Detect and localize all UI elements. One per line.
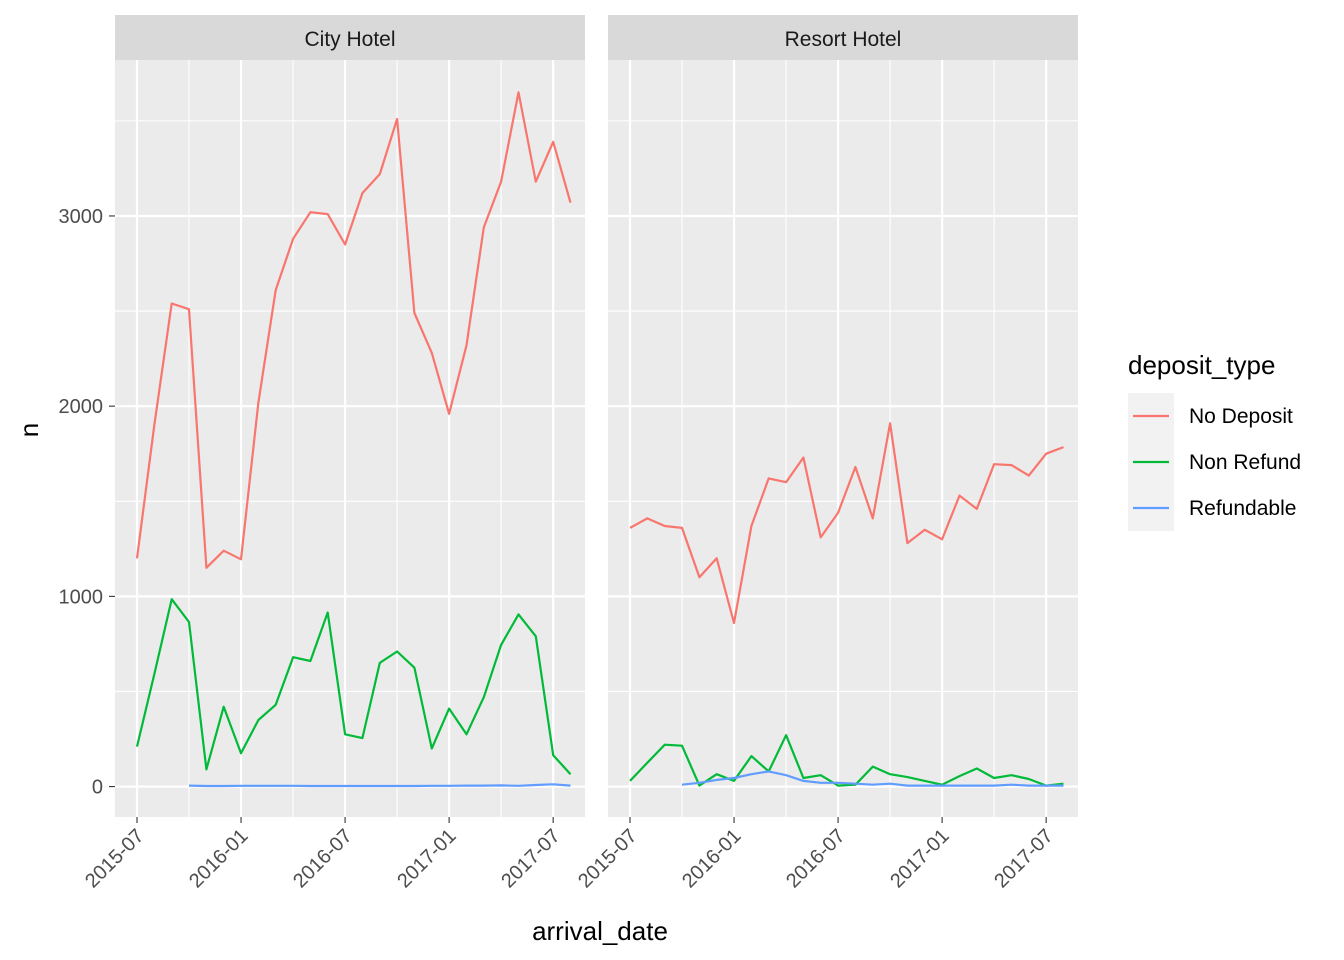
y-tick-label: 2000 — [59, 396, 104, 418]
x-tick-label: 2016-01 — [678, 825, 745, 892]
x-axis-title: arrival_date — [532, 916, 668, 946]
panel-background — [608, 60, 1078, 817]
legend: deposit_type No Deposit Non Refund Refunda… — [1128, 350, 1301, 531]
y-tick-label: 0 — [92, 777, 103, 799]
y-axis-title: n — [14, 423, 44, 437]
series-line-refundable — [681, 770, 1064, 787]
series-line-no-deposit — [135, 91, 572, 569]
facet-strip — [115, 15, 585, 60]
x-tick-label: 2017-01 — [886, 825, 953, 892]
legend-label: Refundable — [1189, 497, 1296, 520]
facet-strip-label: City Hotel — [304, 28, 395, 51]
series-line-no-deposit — [629, 422, 1064, 625]
series-line-non-refund — [135, 598, 572, 775]
legend-title: deposit_type — [1128, 350, 1275, 380]
legend-label: No Deposit — [1189, 405, 1293, 428]
facet-strip — [608, 15, 1078, 60]
x-tick-label: 2015-07 — [81, 825, 148, 892]
legend-item-no-deposit: No Deposit — [1128, 393, 1293, 439]
facet-strip-label: Resort Hotel — [785, 28, 902, 51]
panel-resort-hotel: Resort Hotel 2015-07 2016-01 2016-07 2017-01… — [574, 15, 1078, 892]
x-tick-label: 2016-01 — [185, 825, 252, 892]
facet-panels: City Hotel 2015-07 2016-01 2016-07 2017-01 20… — [59, 15, 1078, 892]
legend-item-refundable: Refundable — [1128, 485, 1296, 531]
x-tick-label: 2016-07 — [289, 825, 356, 892]
y-tick-label: 3000 — [59, 206, 104, 228]
y-tick-label: 1000 — [59, 586, 104, 608]
legend-label: Non Refund — [1189, 451, 1301, 474]
legend-item-non-refund: Non Refund — [1128, 439, 1301, 485]
x-tick-label: 2017-07 — [990, 825, 1057, 892]
series-line-refundable — [188, 783, 571, 788]
x-tick-label: 2015-07 — [574, 825, 641, 892]
x-tick-label: 2017-07 — [497, 825, 564, 892]
legend-keys: No Deposit Non Refund Refundable — [1128, 393, 1301, 531]
series-line-non-refund — [629, 734, 1064, 787]
panel-city-hotel: City Hotel 2015-07 2016-01 2016-07 2017-01 20… — [59, 15, 585, 892]
x-tick-label: 2017-01 — [393, 825, 460, 892]
panel-background — [115, 60, 585, 817]
x-tick-label: 2016-07 — [782, 825, 849, 892]
